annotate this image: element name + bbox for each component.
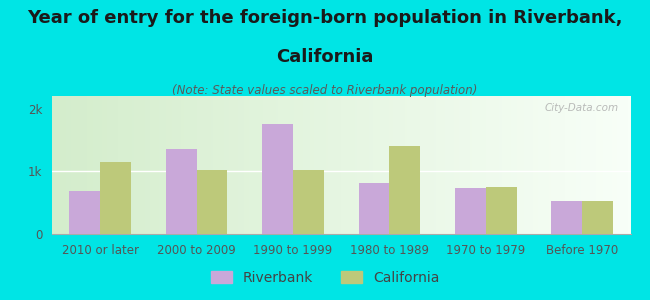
Bar [551, 201, 582, 234]
Bar [70, 191, 100, 234]
Bar [455, 188, 486, 234]
Bar [582, 201, 613, 234]
Bar [389, 146, 421, 234]
Bar [293, 170, 324, 234]
Bar [359, 183, 389, 234]
Text: (Note: State values scaled to Riverbank population): (Note: State values scaled to Riverbank … [172, 84, 478, 97]
Bar [262, 124, 293, 234]
Bar [196, 170, 227, 234]
Bar [166, 149, 196, 234]
Text: Year of entry for the foreign-born population in Riverbank,: Year of entry for the foreign-born popul… [27, 9, 623, 27]
Bar [486, 187, 517, 234]
Bar [100, 162, 131, 234]
Text: City-Data.com: City-Data.com [545, 103, 619, 113]
Legend: Riverbank, California: Riverbank, California [205, 265, 445, 290]
Text: California: California [276, 48, 374, 66]
